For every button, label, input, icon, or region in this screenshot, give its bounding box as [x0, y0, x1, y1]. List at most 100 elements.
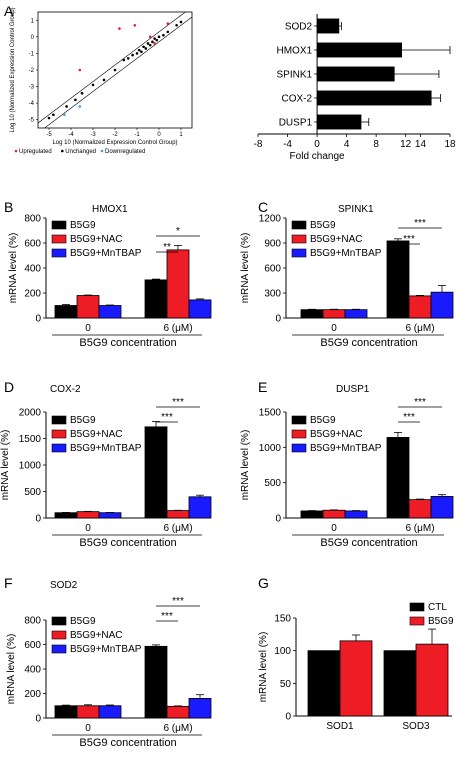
data-point-unchanged — [126, 57, 130, 60]
legend-label: B5G9+MnTBAP — [70, 443, 142, 454]
bar-b5g9-nac — [408, 499, 432, 519]
data-point-upregulated — [118, 27, 121, 30]
x-tick-label: -4 — [283, 139, 292, 150]
y-axis-label: Log 10 (Normalized Expression Control Gr… — [10, 7, 16, 132]
bar-b5g9-nac — [322, 509, 346, 519]
legend-swatch — [291, 415, 307, 425]
data-point-downregulated — [63, 113, 66, 117]
panel-letter: D — [4, 379, 14, 395]
y-tick-label: 2000 — [19, 408, 42, 419]
legend-swatch — [51, 429, 67, 439]
legend-marker — [14, 149, 18, 153]
x-tick-label: 12 — [400, 139, 412, 150]
legend-label: B5G9+NAC — [310, 234, 363, 245]
bar-b5g9-mntbap — [344, 510, 368, 519]
panel-letter: C — [258, 199, 268, 215]
bar-b5g9-mntbap — [188, 299, 212, 319]
legend-swatch — [51, 443, 67, 453]
data-point-unchanged — [157, 35, 161, 39]
legend-label: B5G9+NAC — [70, 429, 123, 440]
x-tick-label: -3 — [90, 132, 96, 138]
chart-title: HMOX1 — [92, 204, 128, 215]
legend-label: B5G9+NAC — [70, 630, 123, 641]
group-label: 6 (μM) — [163, 523, 192, 534]
legend-label: B5G9+NAC — [70, 234, 123, 245]
legend-swatch — [291, 234, 307, 244]
bar-b5g9-nac — [322, 309, 346, 319]
bar-b5g9-mntbap — [430, 291, 454, 319]
x-tick-label: -5 — [46, 132, 52, 138]
y-tick-label: 0 — [285, 712, 291, 723]
data-point-unchanged — [140, 50, 143, 54]
category-label: SPINK1 — [276, 70, 312, 81]
y-axis-label: mRNA level (%) — [240, 430, 251, 501]
data-point-unchanged — [113, 68, 117, 72]
y-tick-label: 0 — [35, 514, 41, 525]
y-tick-label: 100 — [274, 646, 291, 657]
legend-swatch — [51, 415, 67, 425]
y-tick-label: -2 — [29, 68, 35, 74]
bar-b5g9-mntbap — [344, 309, 368, 319]
group-label: SOD1 — [326, 721, 354, 732]
significance-label: *** — [403, 412, 415, 423]
y-tick-label: 0 — [35, 314, 41, 325]
y-tick-label: 400 — [24, 264, 41, 275]
bar-b5g9 — [415, 643, 449, 717]
bar-ctl — [383, 650, 417, 717]
x-tick-label: 18 — [444, 139, 456, 150]
legend-label: B5G9+MnTBAP — [70, 248, 142, 259]
legend-label: B5G9+NAC — [310, 429, 363, 440]
data-point-unchanged — [155, 38, 159, 42]
chart-title: DUSP1 — [336, 384, 370, 395]
group-label: 0 — [85, 523, 91, 534]
legend-swatch — [51, 248, 67, 258]
panel-letter: G — [258, 575, 269, 591]
x-tick-label: 8 — [373, 139, 379, 150]
x-axis-label: B5G9 concentration — [79, 337, 176, 349]
data-point-unchanged — [166, 30, 170, 34]
x-tick-label: 0 — [157, 132, 161, 138]
y-tick-label: -3 — [29, 85, 35, 91]
y-tick-label: 600 — [264, 264, 281, 275]
panel-f: F 0 200 400 600 800 mRNA level (%) SOD2 0 6 (μM) B… — [4, 575, 212, 749]
bar-b5g9 — [300, 510, 324, 519]
legend-swatch — [291, 429, 307, 439]
y-axis-label: mRNA level (%) — [0, 430, 11, 501]
legend-marker — [100, 149, 104, 153]
data-point-unchanged — [148, 43, 152, 47]
panel-g: G 0 50 100 150 mRNA level (%) SOD1 SOD3 CTL B5G9 — [258, 575, 454, 732]
y-tick-label: 1 — [31, 18, 35, 24]
bar-b5g9 — [54, 512, 78, 519]
bar-b5g9-nac — [408, 295, 432, 319]
data-point-unchanged — [137, 48, 141, 52]
y-axis-label: mRNA level (%) — [258, 632, 269, 703]
y-tick-label: 800 — [24, 616, 41, 627]
data-point-unchanged — [122, 58, 126, 62]
data-point-unchanged — [151, 40, 154, 44]
panel-a-right: -8 -4 0 4 8 12 14 18 SOD2 HMOX1 SPINK1 COX-2 DUSP1 Fo… — [254, 14, 456, 162]
y-tick-label: 800 — [24, 214, 41, 225]
x-tick-label: -4 — [68, 132, 74, 138]
bar-b5g9 — [144, 426, 168, 519]
legend-label: Downregulated — [105, 149, 145, 155]
data-point-upregulated — [153, 42, 156, 45]
legend-swatch — [409, 616, 425, 626]
significance-label: * — [176, 226, 180, 237]
panel-b: B 0 200 400 600 800 mRNA level (%) HMOX1 0 6 (μM)… — [4, 199, 212, 349]
legend-swatch — [291, 248, 307, 258]
panel-letter: F — [4, 575, 13, 591]
x-tick-label: 0 — [314, 139, 320, 150]
y-tick-label: 0 — [31, 35, 35, 41]
y-tick-label: 50 — [280, 679, 292, 690]
panel-letter: A — [4, 3, 14, 19]
data-point-unchanged — [146, 42, 150, 45]
bar-b5g9 — [54, 705, 78, 719]
y-tick-label: 900 — [264, 239, 281, 250]
data-point-unchanged — [47, 116, 51, 120]
bar-ctl — [307, 650, 341, 717]
y-tick-label: 500 — [24, 487, 41, 498]
y-tick-label: 500 — [264, 478, 281, 489]
bar-b5g9 — [386, 437, 410, 519]
legend-swatch — [291, 443, 307, 453]
